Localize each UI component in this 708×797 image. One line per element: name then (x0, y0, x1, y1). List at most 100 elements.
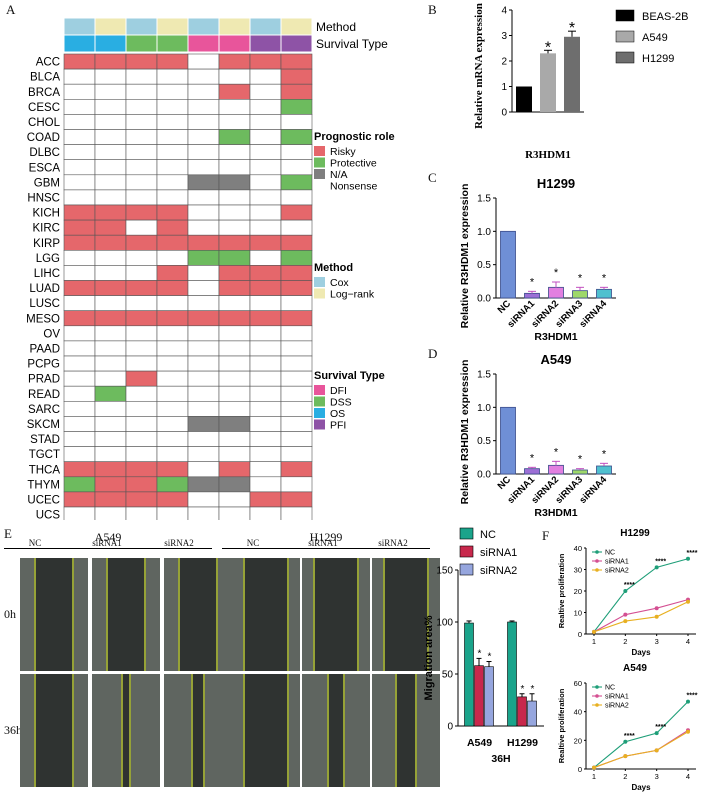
y-tick-label: 1.5 (477, 370, 491, 381)
heatmap-cell (63, 234, 96, 251)
row-label-tgct: TGCT (29, 449, 60, 461)
chart-title: A549 (540, 352, 571, 367)
method-legend-title: Method (314, 262, 353, 274)
significance-annotation: **** (655, 724, 666, 731)
photo-row-label: 36h (4, 722, 22, 737)
heatmap-cell (125, 400, 158, 417)
row-label-ucec: UCEC (27, 495, 60, 507)
y-axis-title: Realtive proliferation (557, 553, 566, 628)
legend-swatch-beas-2b (615, 9, 635, 22)
x-tick-label: 2 (623, 772, 627, 781)
heatmap-cell (249, 400, 282, 417)
legend-marker-sirna1 (595, 559, 599, 563)
significance-annotation: **** (624, 582, 635, 589)
heatmap-cell (187, 189, 220, 206)
legend-label-dss: DSS (330, 397, 352, 409)
legend-marker-sirna2 (595, 703, 599, 707)
wound-edge-mark (395, 674, 397, 787)
x-tick-label: 4 (686, 772, 690, 781)
wound-edge-mark (343, 674, 345, 787)
heatmap-cell (249, 99, 282, 115)
heatmap-cell (94, 476, 127, 493)
row-label-ucs: UCS (36, 510, 61, 520)
heatmap-cell (156, 280, 189, 296)
heatmap-cell (280, 83, 313, 100)
heatmap-cell (63, 325, 96, 342)
heatmap-cell (218, 310, 251, 327)
heatmap-cell (94, 234, 127, 251)
legend-label-sirna2: siRNA2 (605, 568, 629, 575)
heatmap-cell (156, 431, 189, 447)
heatmap-cell (125, 189, 158, 206)
row-label-coad: COAD (27, 132, 60, 144)
wound-image (20, 558, 88, 671)
x-tick-label: 4 (686, 637, 690, 646)
wound-edge-mark (243, 674, 245, 787)
significance-star: * (578, 454, 583, 466)
heatmap-cell (125, 114, 158, 130)
heatmap-cell (187, 355, 220, 372)
row-label-kich: KICH (33, 208, 60, 220)
heatmap-cell (94, 491, 127, 508)
row-label-thym: THYM (27, 479, 60, 491)
legend-marker-nc (595, 685, 599, 689)
row-label-hnsc: HNSC (27, 193, 60, 205)
legend-swatch-a549 (615, 30, 635, 43)
panel-label-d: D (428, 346, 438, 361)
row-label-blca: BLCA (30, 72, 60, 84)
significance-star: * (545, 39, 551, 56)
heatmap-cell (218, 53, 251, 70)
heatmap-cell (280, 370, 313, 387)
heatmap-cell (94, 144, 127, 161)
heatmap-cell (218, 446, 251, 463)
prognostic-heatmap: Method Survival Type ACC BLCA BRCA CESC CHOL CO… (26, 17, 395, 520)
significance-annotation: **** (687, 693, 698, 700)
legend-label-os: OS (330, 408, 345, 420)
photo-group-title: H1299 (309, 530, 343, 544)
heatmap-cell (63, 355, 96, 372)
header-cell-logrank (280, 17, 313, 36)
y-tick-label: 0 (578, 765, 582, 774)
heatmap-cell (94, 506, 127, 520)
heatmap-cell (125, 491, 158, 508)
heatmap-cell (94, 400, 127, 417)
heatmap-cell (63, 265, 96, 281)
legend-label-nonsense: Nonsense (330, 181, 377, 193)
heatmap-cell (63, 506, 96, 520)
header-cell-dss (156, 34, 189, 53)
wound-edge-mark (216, 558, 218, 671)
heatmap-cell (125, 129, 158, 145)
heatmap-cell (125, 431, 158, 447)
data-point-sirna1 (654, 606, 659, 611)
heatmap-cell (156, 53, 189, 70)
wound-edge-mark (72, 674, 74, 787)
heatmap-cell (249, 114, 282, 130)
y-tick-label: 0.5 (477, 436, 491, 447)
bar-sirna2 (484, 666, 494, 727)
header-cell-os (63, 34, 96, 53)
wound-edge-mark (357, 558, 359, 671)
heatmap-cell (187, 385, 220, 402)
heatmap-cell (125, 295, 158, 312)
heatmap-cell (125, 144, 158, 161)
y-tick-label: 0.5 (477, 260, 491, 271)
heatmap-cell (94, 99, 127, 115)
heatmap-cell (94, 114, 127, 130)
x-axis-title: R3HDM1 (534, 331, 577, 343)
legend-swatch-logrank (314, 288, 325, 299)
heatmap-cell (125, 234, 158, 251)
heatmap-cell (156, 506, 189, 520)
category-label: siRNA4 (577, 298, 609, 330)
data-point-sirna2 (623, 619, 628, 624)
heatmap-cell (249, 295, 282, 312)
header-cell-cox (63, 17, 96, 36)
y-axis-title: Relative R3HDM1 expression (459, 184, 471, 329)
y-tick-label: 40 (574, 544, 582, 553)
row-label-pcpg: PCPG (27, 359, 60, 371)
legend-marker-sirna2 (595, 568, 599, 572)
legend-swatch-sirna2 (459, 563, 474, 576)
wound-edge-mark (178, 558, 180, 671)
heatmap-cell (249, 53, 282, 70)
heatmap-cell (94, 280, 127, 296)
heatmap-cell (187, 400, 220, 417)
